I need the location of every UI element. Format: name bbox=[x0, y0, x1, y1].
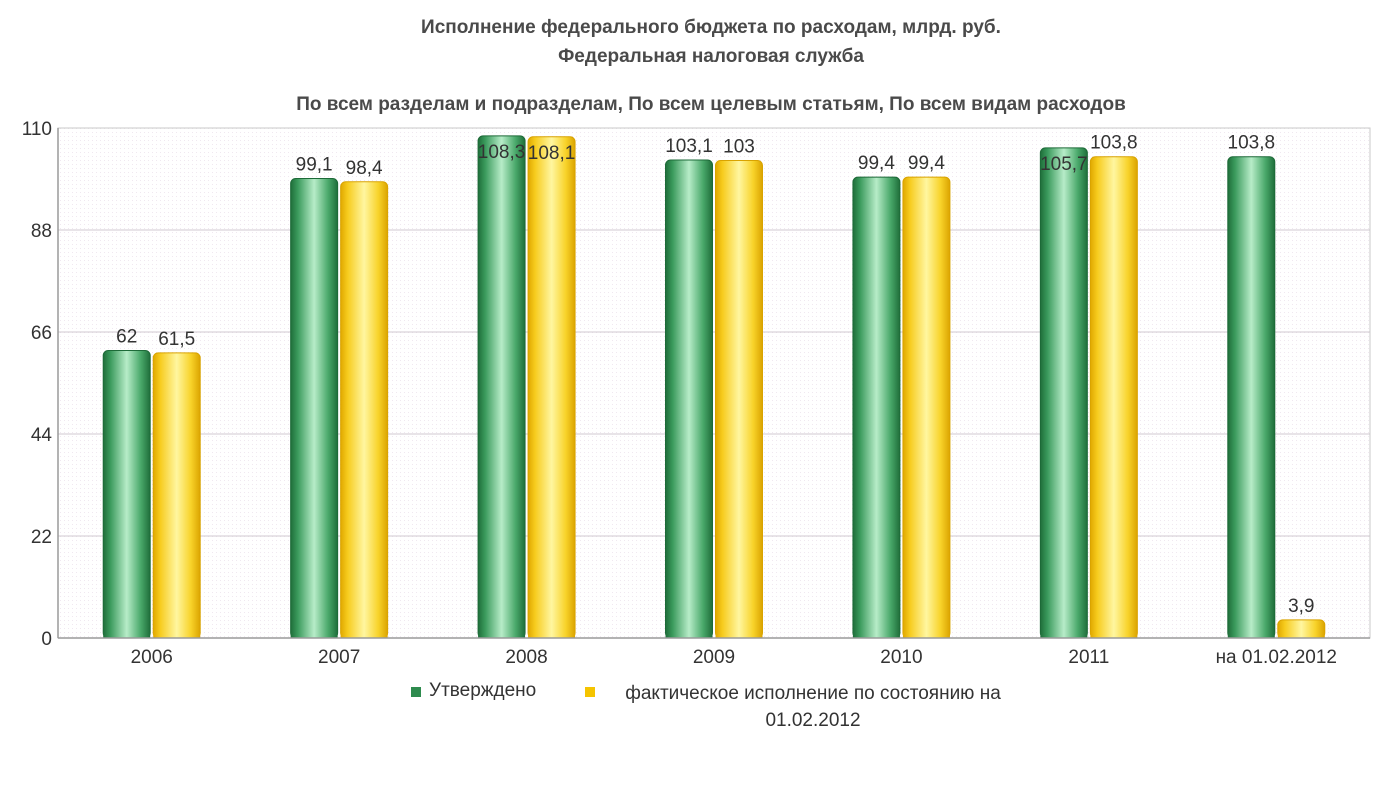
bar-approved-base bbox=[103, 632, 151, 638]
legend-item-actual: фактическое исполнение по состоянию на 0… bbox=[585, 680, 1025, 734]
bar-actual bbox=[715, 159, 763, 639]
data-label-actual: 99,4 bbox=[908, 153, 945, 174]
bar-approved bbox=[290, 178, 339, 639]
y-tick-label: 22 bbox=[31, 527, 52, 548]
data-label-approved: 62 bbox=[116, 327, 137, 348]
bar-actual bbox=[152, 352, 201, 639]
data-label-actual: 61,5 bbox=[158, 329, 195, 350]
x-tick-label: на 01.02.2012 bbox=[1216, 647, 1337, 668]
x-tick-label: 2006 bbox=[131, 647, 173, 668]
bar-approved-base bbox=[852, 632, 900, 638]
data-label-actual: 3,9 bbox=[1288, 596, 1314, 617]
bar-actual bbox=[902, 176, 951, 639]
bar-actual bbox=[1089, 156, 1138, 639]
bar-actual-base bbox=[153, 632, 201, 638]
x-tick-label: 2009 bbox=[693, 647, 735, 668]
x-tick-label: 2008 bbox=[505, 647, 547, 668]
data-label-approved: 105,7 bbox=[1040, 154, 1088, 175]
plot-area bbox=[58, 128, 1370, 638]
bar-actual-base bbox=[1090, 632, 1138, 638]
data-label-actual: 103,8 bbox=[1090, 133, 1138, 154]
chart-title: Исполнение федерального бюджета по расхо… bbox=[421, 17, 1001, 38]
bar-approved bbox=[852, 176, 901, 639]
bar-actual-base bbox=[1277, 632, 1325, 638]
bar-approved-base bbox=[478, 632, 526, 638]
legend-label-actual: фактическое исполнение по состоянию на 0… bbox=[625, 683, 1001, 731]
data-label-actual: 108,1 bbox=[528, 143, 576, 164]
bar-actual bbox=[340, 181, 389, 639]
legend-swatch-approved bbox=[411, 687, 421, 697]
chart-filter-caption: По всем разделам и подразделам, По всем … bbox=[296, 94, 1126, 115]
bar-approved-base bbox=[290, 632, 338, 638]
x-tick-label: 2007 bbox=[318, 647, 360, 668]
legend-label-approved: Утверждено bbox=[429, 680, 537, 701]
y-tick-label: 66 bbox=[31, 323, 52, 344]
data-label-actual: 98,4 bbox=[346, 158, 383, 179]
x-tick-label: 2011 bbox=[1068, 647, 1109, 668]
y-tick-label: 44 bbox=[31, 425, 53, 446]
x-tick-label: 2010 bbox=[880, 647, 922, 668]
bar-actual-base bbox=[902, 632, 950, 638]
bar-approved bbox=[1039, 147, 1088, 639]
bar-approved-base bbox=[665, 632, 713, 638]
bar-approved-base bbox=[1040, 632, 1088, 638]
bar-approved bbox=[1227, 156, 1276, 639]
bar-approved bbox=[102, 350, 151, 639]
chart-subtitle: Федеральная налоговая служба bbox=[558, 46, 864, 67]
data-label-approved: 99,1 bbox=[296, 155, 333, 176]
data-label-approved: 103,8 bbox=[1228, 133, 1276, 154]
legend-item-approved: Утверждено bbox=[411, 680, 536, 702]
bar-actual-base bbox=[340, 632, 388, 638]
bar-actual bbox=[527, 136, 576, 639]
data-label-approved: 103,1 bbox=[665, 136, 713, 157]
y-tick-label: 110 bbox=[22, 119, 52, 140]
bar-actual-base bbox=[715, 632, 763, 638]
bar-approved-base bbox=[1227, 632, 1275, 638]
bar-actual-base bbox=[528, 632, 576, 638]
data-label-approved: 108,3 bbox=[478, 142, 526, 163]
data-label-actual: 103 bbox=[723, 136, 755, 157]
bar-approved bbox=[665, 159, 713, 639]
legend-swatch-actual bbox=[585, 687, 595, 697]
data-label-approved: 99,4 bbox=[858, 153, 895, 174]
bar-approved bbox=[477, 135, 526, 639]
y-tick-label: 88 bbox=[31, 221, 52, 242]
y-tick-label: 0 bbox=[41, 629, 52, 650]
